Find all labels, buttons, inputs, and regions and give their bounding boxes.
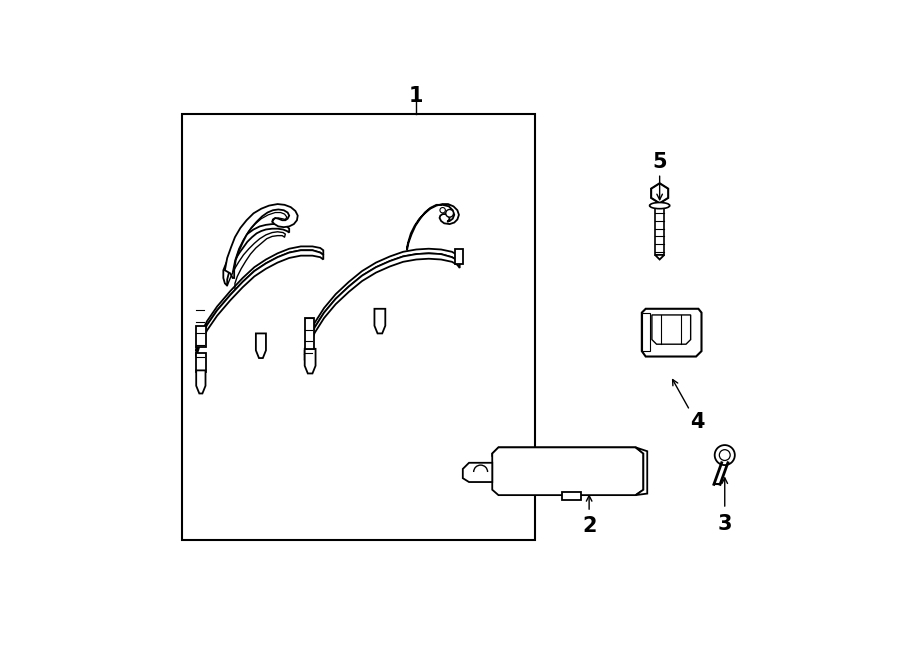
Circle shape — [446, 210, 454, 217]
Polygon shape — [305, 253, 460, 360]
Polygon shape — [196, 353, 205, 372]
Polygon shape — [642, 309, 701, 356]
Polygon shape — [374, 309, 385, 333]
Polygon shape — [225, 204, 298, 278]
Ellipse shape — [650, 202, 670, 209]
Text: 5: 5 — [652, 153, 667, 173]
Circle shape — [719, 449, 730, 461]
Polygon shape — [492, 447, 644, 457]
Polygon shape — [196, 247, 323, 351]
Polygon shape — [182, 114, 535, 540]
Polygon shape — [651, 183, 668, 204]
Polygon shape — [655, 255, 664, 260]
Polygon shape — [463, 463, 492, 482]
Polygon shape — [256, 333, 266, 358]
Circle shape — [440, 208, 445, 213]
Polygon shape — [196, 370, 205, 393]
Polygon shape — [635, 447, 647, 495]
Text: 2: 2 — [582, 516, 597, 536]
Polygon shape — [562, 492, 581, 500]
Polygon shape — [305, 249, 460, 355]
Text: 1: 1 — [409, 86, 424, 106]
Polygon shape — [652, 315, 690, 344]
Polygon shape — [642, 313, 650, 351]
Polygon shape — [455, 249, 463, 264]
Polygon shape — [196, 251, 323, 356]
Polygon shape — [305, 318, 314, 349]
Text: 3: 3 — [717, 514, 732, 533]
Circle shape — [715, 445, 734, 465]
Polygon shape — [223, 224, 289, 286]
Text: 4: 4 — [690, 412, 705, 432]
Polygon shape — [305, 349, 316, 373]
Polygon shape — [196, 326, 205, 347]
Polygon shape — [407, 204, 459, 251]
Polygon shape — [492, 447, 644, 495]
